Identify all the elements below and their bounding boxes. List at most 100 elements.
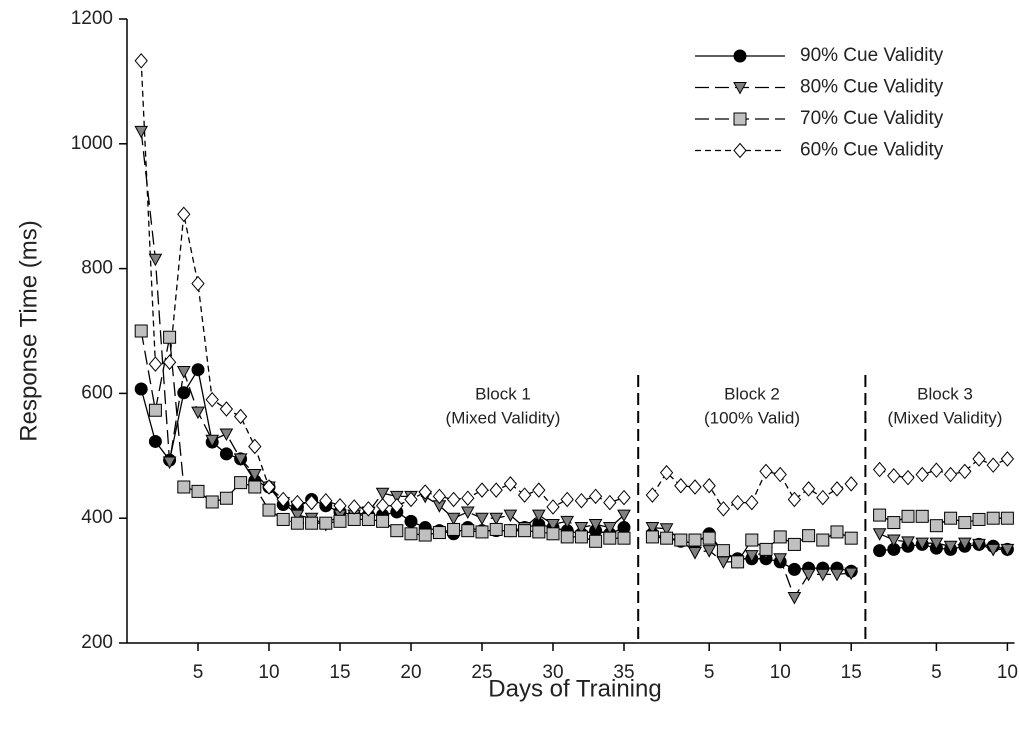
marker [234,476,248,490]
legend-marker [733,112,747,126]
marker [134,324,148,338]
marker [162,456,177,470]
marker [333,497,347,514]
marker [560,530,574,544]
x-tick-label: 30 [542,662,563,683]
marker [801,568,816,582]
marker [461,524,475,538]
marker [816,533,830,547]
marker [205,434,220,448]
marker [688,547,702,560]
marker [475,512,489,526]
marker [375,487,390,501]
marker [887,467,901,484]
series-line [879,458,1008,479]
marker [503,509,518,523]
marker [248,438,262,455]
marker [418,484,432,500]
marker [702,531,716,545]
marker [901,536,915,549]
marker [588,518,603,532]
marker [674,533,688,547]
marker [574,492,589,509]
marker [219,447,233,461]
marker [219,428,234,442]
series-line [879,543,1008,552]
marker [745,533,759,547]
marker [915,466,929,483]
marker [134,382,148,396]
marker [886,534,901,548]
marker [390,497,404,514]
marker [802,529,816,543]
y-axis-label: Response Time (ms) [15,220,42,441]
series-line [879,533,1008,551]
marker [404,491,418,508]
marker [574,530,588,544]
marker [915,509,929,523]
marker [943,466,958,483]
marker [148,434,162,448]
marker [503,524,517,538]
marker [872,461,887,478]
marker [645,522,660,535]
marker [844,476,858,492]
marker [177,206,191,223]
marker [872,528,887,541]
marker [347,499,361,515]
marker [972,538,986,552]
marker [929,537,944,551]
marker [617,489,631,506]
marker [262,479,276,495]
block-subtitle: (Mixed Validity) [888,408,1003,427]
marker [958,516,972,530]
block-subtitle: (100% Valid) [704,408,800,427]
marker [688,479,702,495]
marker [248,480,262,494]
marker [305,516,319,530]
marker [447,522,461,536]
marker [389,490,404,504]
marker [503,476,518,492]
marker [247,469,262,482]
marker [517,487,532,503]
marker [361,501,376,517]
marker [830,568,844,582]
marker [546,499,560,515]
legend-label: 70% Cue Validity [800,108,944,129]
marker [901,509,915,523]
marker [887,516,901,530]
marker [716,544,730,558]
marker [148,403,162,417]
marker [163,330,177,344]
marker [276,491,290,508]
x-tick-label: 25 [471,662,492,683]
x-tick-label: 5 [193,662,204,683]
marker [645,530,659,544]
marker [276,512,290,526]
marker [560,515,575,529]
marker [688,533,702,547]
marker [446,512,461,526]
marker [702,477,716,494]
marker [475,482,489,498]
marker [787,591,802,605]
marker [489,512,504,526]
marker [986,511,1000,525]
marker [986,457,1000,473]
marker [617,509,631,523]
marker [446,491,461,508]
y-tick-label: 1000 [71,133,113,154]
marker [376,514,390,528]
marker [134,125,149,139]
x-tick-label: 5 [704,662,715,683]
marker [176,366,191,379]
marker [432,488,447,505]
marker [972,512,986,526]
y-tick-label: 200 [81,632,113,653]
marker [588,488,603,505]
legend-marker [733,142,747,159]
marker [958,463,972,480]
x-tick-label: 20 [400,662,421,683]
